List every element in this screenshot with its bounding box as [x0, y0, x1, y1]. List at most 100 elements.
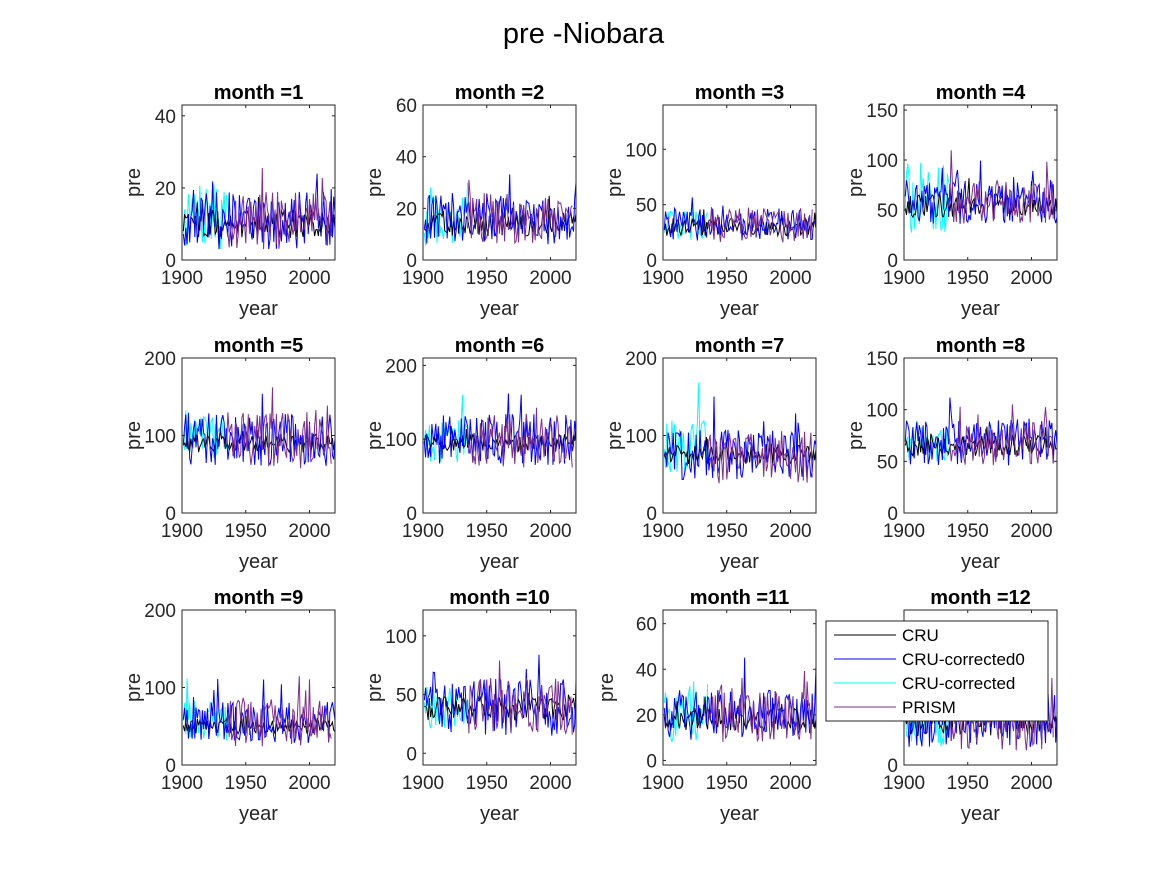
series-line-prism [707, 207, 813, 243]
x-tick-label: 1900 [883, 773, 925, 794]
y-tick-label: 100 [144, 427, 176, 448]
y-tick-label: 0 [165, 251, 176, 272]
subplot-month-8: 1900 1950 2000 0 50 100 150 month =8 year pre [845, 335, 1058, 573]
axes-box [422, 357, 577, 514]
subplot-month-1: 1900 1950 2000 0 20 40 month =1 year pre [123, 82, 336, 320]
x-axis-label: year [239, 298, 278, 320]
subplot-title: month =12 [930, 587, 1031, 609]
series-line-prism [226, 676, 332, 747]
x-axis-label: year [720, 551, 759, 573]
subplot-month-10: 1900 1950 2000 0 50 100 month =10 year pre [364, 587, 577, 825]
y-tick-label: 50 [877, 201, 898, 222]
y-axis-label: pre [123, 421, 145, 450]
x-axis-label: year [961, 803, 1000, 825]
x-tick-label: 1950 [466, 521, 508, 542]
y-tick-label: 150 [866, 101, 898, 122]
x-tick-label: 2000 [1010, 521, 1052, 542]
y-axis-label: pre [123, 168, 145, 197]
y-axis-label: pre [845, 421, 867, 450]
series-line-cru-corrected [904, 163, 950, 233]
series-line-cru-corrected [182, 184, 228, 250]
y-axis-label: pre [604, 421, 626, 450]
subplot-title: month =10 [449, 587, 550, 609]
y-tick-label: 200 [144, 349, 176, 370]
x-tick-label: 1900 [161, 268, 203, 289]
x-axis-label: year [720, 298, 759, 320]
axes-box [422, 609, 577, 766]
y-tick-label: 50 [396, 686, 417, 707]
x-tick-label: 1950 [947, 268, 989, 289]
y-axis-label: pre [364, 168, 386, 197]
series-line-prism [707, 431, 813, 484]
series-line-cru-corrected [423, 683, 469, 729]
x-tick-label: 1950 [706, 773, 748, 794]
series-line-prism [467, 407, 573, 468]
subplot-month-6: 1900 1950 2000 0 100 200 month =6 year pre [364, 335, 577, 573]
x-tick-label: 2000 [529, 773, 571, 794]
x-axis-label: year [480, 803, 519, 825]
series-line-prism [707, 670, 813, 743]
legend-entry-label: CRU-corrected0 [902, 650, 1025, 669]
subplot-month-7: 1900 1950 2000 0 100 200 month =7 year pre [604, 335, 817, 573]
y-tick-label: 60 [636, 615, 657, 636]
series-line-cru-corrected0 [423, 174, 576, 245]
x-tick-label: 1950 [706, 268, 748, 289]
y-tick-label: 0 [887, 251, 898, 272]
y-tick-label: 50 [877, 452, 898, 473]
legend-entry-label: CRU-corrected [902, 674, 1015, 693]
subplot-title: month =6 [455, 335, 544, 357]
y-tick-label: 0 [406, 251, 417, 272]
subplot-title: month =4 [936, 82, 1026, 104]
x-tick-label: 1950 [947, 521, 989, 542]
y-tick-label: 0 [887, 504, 898, 525]
y-tick-label: 100 [385, 627, 417, 648]
x-tick-label: 1900 [883, 521, 925, 542]
y-tick-label: 20 [636, 706, 657, 727]
y-axis-label: pre [596, 673, 618, 702]
y-axis-label: pre [364, 421, 386, 450]
y-axis-label: pre [123, 673, 145, 702]
axes-box [662, 104, 817, 261]
axes-box [903, 104, 1058, 261]
x-tick-label: 1900 [642, 773, 684, 794]
series-line-cru [424, 692, 576, 721]
x-tick-label: 2000 [288, 268, 330, 289]
y-tick-label: 100 [385, 430, 417, 451]
y-tick-label: 100 [866, 151, 898, 172]
x-axis-label: year [480, 298, 519, 320]
legend-entry-label: PRISM [902, 698, 956, 717]
y-tick-label: 40 [155, 107, 176, 128]
x-tick-label: 1950 [466, 268, 508, 289]
legend-entry-label: CRU [902, 626, 939, 645]
y-tick-label: 0 [406, 504, 417, 525]
y-tick-label: 200 [625, 349, 657, 370]
x-tick-label: 1950 [225, 773, 267, 794]
x-axis-label: year [239, 551, 278, 573]
subplot-title: month =2 [455, 82, 544, 104]
x-tick-label: 1900 [642, 521, 684, 542]
x-tick-label: 2000 [769, 773, 811, 794]
y-tick-label: 0 [646, 251, 657, 272]
y-tick-label: 100 [144, 679, 176, 700]
y-tick-label: 0 [165, 756, 176, 777]
subplot-title: month =7 [695, 335, 784, 357]
x-tick-label: 1900 [161, 773, 203, 794]
x-tick-label: 1950 [947, 773, 989, 794]
series-line-prism [226, 167, 332, 250]
x-tick-label: 1900 [642, 268, 684, 289]
axes-box [181, 104, 336, 261]
axes-box [181, 609, 336, 766]
y-tick-label: 20 [396, 199, 417, 220]
x-axis-label: year [961, 298, 1000, 320]
y-tick-label: 0 [406, 744, 417, 765]
x-tick-label: 2000 [288, 773, 330, 794]
x-tick-label: 2000 [769, 268, 811, 289]
x-tick-label: 1900 [402, 268, 444, 289]
series-line-prism [467, 660, 573, 736]
y-tick-label: 100 [866, 401, 898, 422]
x-axis-label: year [480, 551, 519, 573]
x-tick-label: 1900 [161, 521, 203, 542]
